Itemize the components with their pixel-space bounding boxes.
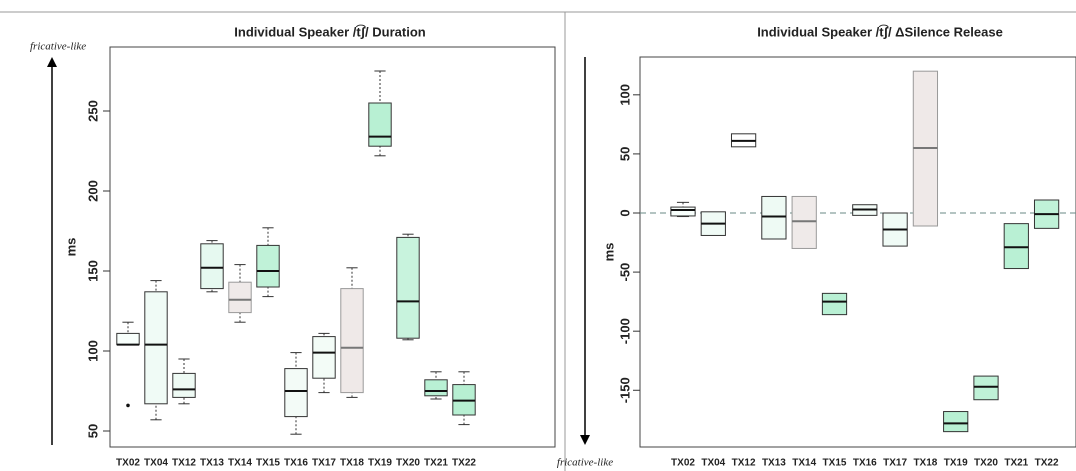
x-tick-label: TX15: [823, 458, 847, 469]
box: [172, 372, 196, 398]
y-tick-label: 150: [85, 260, 100, 282]
x-tick-label: TX20: [974, 458, 998, 469]
y-tick-label: 0: [617, 209, 632, 216]
y-tick-label: -150: [617, 377, 632, 403]
box: [973, 375, 999, 401]
x-tick-label: TX15: [256, 458, 280, 469]
x-tick-label: TX21: [1004, 458, 1028, 469]
x-tick-label: TX16: [284, 458, 308, 469]
box: [821, 292, 848, 316]
x-tick-label: TX21: [424, 458, 448, 469]
box: [761, 195, 787, 240]
x-tick-label: TX02: [116, 458, 140, 469]
x-tick-label: TX19: [368, 458, 392, 469]
box: [424, 379, 448, 397]
plot-area: [639, 56, 1076, 448]
y-tick-label: 50: [85, 424, 100, 438]
x-tick-label: TX13: [762, 458, 786, 469]
x-tick-label: TX13: [200, 458, 224, 469]
arrow-label: fricative-like: [557, 457, 613, 469]
box: [396, 236, 420, 339]
box: [228, 281, 252, 314]
x-tick-label: TX20: [396, 458, 420, 469]
box: [670, 206, 696, 217]
box: [284, 368, 308, 418]
chart-title: Individual Speaker /t͡ʃ/ ΔSilence Releas…: [757, 24, 1003, 39]
arrow-label: fricative-like: [30, 41, 86, 53]
y-tick-label: 50: [617, 147, 632, 161]
x-tick-label: TX18: [340, 458, 364, 469]
x-tick-label: TX12: [732, 458, 756, 469]
y-tick-label: -100: [617, 318, 632, 344]
x-tick-label: TX16: [853, 458, 877, 469]
x-tick-label: TX22: [1035, 458, 1059, 469]
y-tick-label: 200: [85, 180, 100, 202]
chart-title: Individual Speaker /t͡ʃ/ Duration: [234, 24, 425, 39]
x-tick-label: TX12: [172, 458, 196, 469]
y-tick-label: 250: [85, 100, 100, 122]
box: [1003, 223, 1029, 270]
box: [200, 243, 224, 290]
x-tick-label: TX18: [913, 458, 937, 469]
arrow-head: [47, 57, 57, 67]
arrow-head: [580, 435, 590, 445]
box: [340, 288, 364, 394]
box: [116, 332, 140, 346]
y-tick-label: 100: [85, 340, 100, 362]
x-tick-label: TX04: [144, 458, 168, 469]
x-tick-label: TX14: [792, 458, 816, 469]
y-axis-label: ms: [601, 243, 616, 262]
x-tick-label: TX02: [671, 458, 695, 469]
x-tick-label: TX17: [883, 458, 907, 469]
y-axis-label: ms: [63, 238, 78, 257]
box: [144, 291, 168, 405]
box: [943, 411, 969, 433]
y-tick-label: 100: [617, 84, 632, 106]
box: [312, 336, 336, 379]
x-tick-label: TX17: [312, 458, 336, 469]
x-tick-label: TX19: [944, 458, 968, 469]
x-tick-label: TX04: [701, 458, 725, 469]
x-tick-label: TX14: [228, 458, 252, 469]
box: [368, 102, 392, 147]
plot-area: [109, 46, 556, 448]
y-tick-label: -50: [617, 263, 632, 282]
outlier: [126, 403, 130, 408]
box: [256, 244, 280, 288]
box: [791, 195, 817, 249]
x-tick-label: TX22: [452, 458, 476, 469]
